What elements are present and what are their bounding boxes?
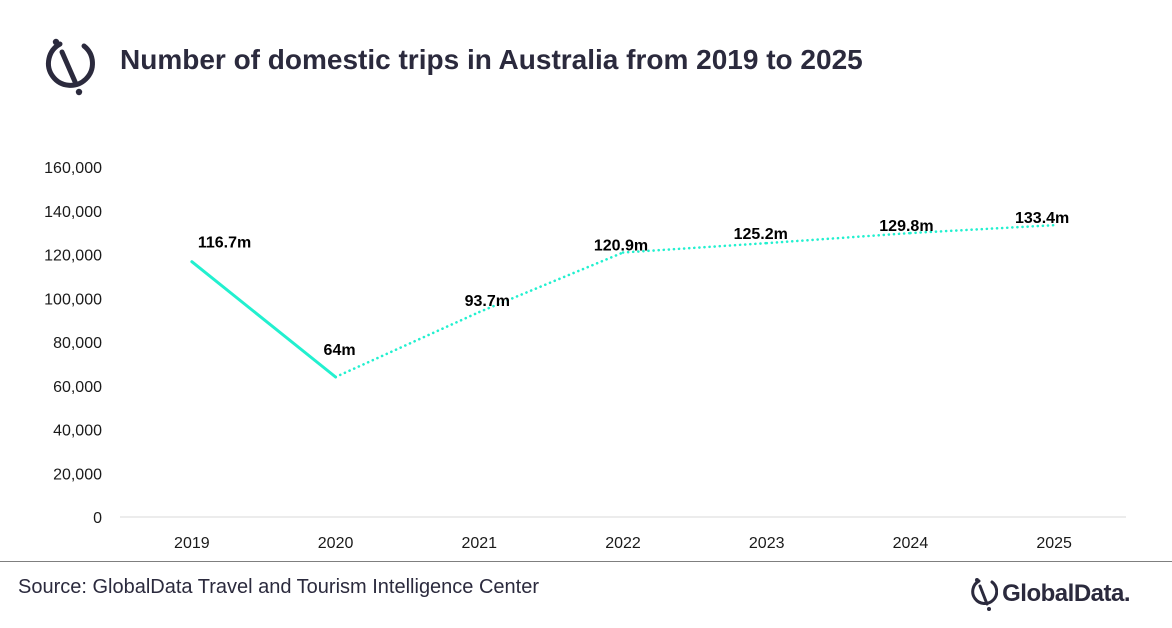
y-tick-label: 120,000 — [44, 248, 102, 265]
x-tick-label: 2025 — [1036, 535, 1072, 552]
x-tick-label: 2021 — [461, 535, 497, 552]
y-tick-label: 160,000 — [44, 160, 102, 177]
series-line-segment — [621, 241, 769, 254]
x-tick-label: 2020 — [318, 535, 354, 552]
globaldata-mark-icon — [45, 38, 95, 96]
data-label: 125.2m — [734, 226, 788, 243]
data-label: 120.9m — [594, 238, 648, 255]
y-tick-label: 20,000 — [53, 466, 102, 483]
series-line-segment — [909, 223, 1056, 235]
data-label: 133.4m — [1015, 210, 1069, 227]
y-tick-label: 40,000 — [53, 423, 102, 440]
x-tick-label: 2024 — [893, 535, 929, 552]
brand-name: GlobalData. — [1002, 580, 1130, 607]
y-tick-label: 100,000 — [44, 291, 102, 308]
brand-logo: GlobalData. — [968, 576, 1130, 612]
globaldata-logo-icon — [971, 578, 999, 611]
y-tick-label: 80,000 — [53, 335, 102, 352]
series-line-segment — [334, 310, 481, 379]
data-label: 129.8m — [879, 218, 933, 235]
y-tick-label: 0 — [93, 510, 102, 527]
source-note: Source: GlobalData Travel and Tourism In… — [18, 576, 540, 598]
x-tick-label: 2023 — [749, 535, 785, 552]
series-line-segment — [477, 251, 625, 314]
y-tick-label: 60,000 — [53, 379, 102, 396]
footer-divider — [0, 561, 1172, 562]
x-tick-label: 2022 — [605, 535, 641, 552]
chart-title: Number of domestic trips in Australia fr… — [120, 44, 863, 75]
data-label: 93.7m — [465, 293, 510, 310]
x-tick-label: 2019 — [174, 535, 210, 552]
series-line-segment — [190, 260, 338, 379]
data-label: 116.7m — [198, 235, 251, 252]
y-tick-label: 140,000 — [44, 204, 102, 221]
data-label: 64m — [324, 342, 356, 359]
series-line-segment — [765, 231, 912, 245]
